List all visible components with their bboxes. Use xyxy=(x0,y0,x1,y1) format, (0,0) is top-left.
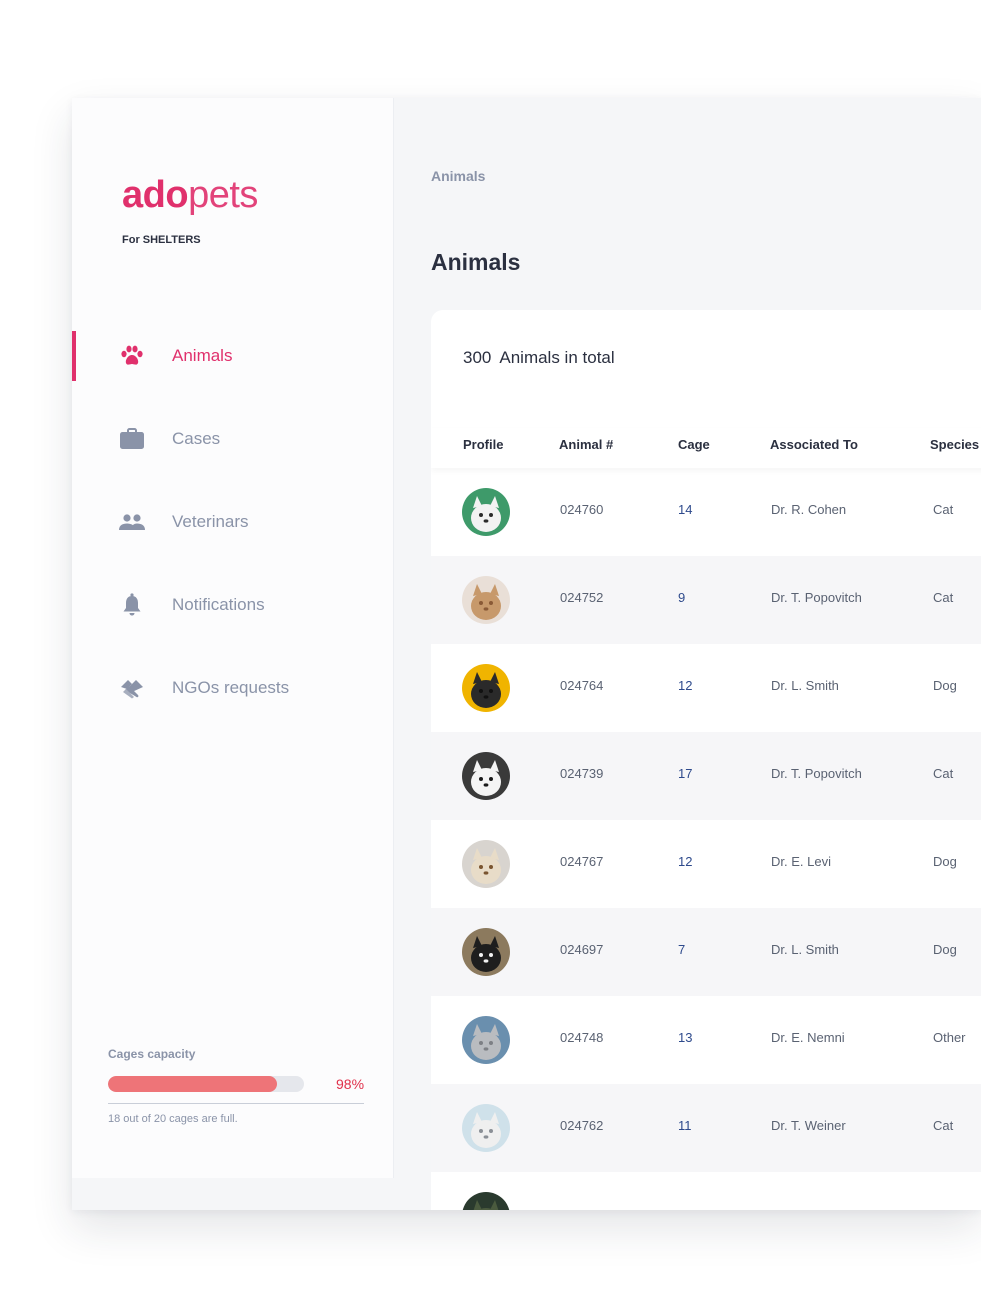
species-cell: Cat xyxy=(933,590,954,605)
sidebar-item-notifications[interactable]: Notifications xyxy=(72,580,394,630)
sidebar-item-label: Veterinars xyxy=(172,512,249,531)
table-row[interactable] xyxy=(431,1172,981,1210)
species-cell: Dog xyxy=(933,678,957,693)
paw-icon xyxy=(119,343,145,369)
associated-to-cell: Dr. R. Cohen xyxy=(771,502,847,517)
sidebar-item-label: Animals xyxy=(172,346,233,365)
briefcase-icon xyxy=(119,426,145,452)
sidebar-item-ngos-requests[interactable]: NGOs requests xyxy=(72,663,394,713)
cage-number-cell: 13 xyxy=(678,1030,693,1045)
associated-to-cell: Dr. L. Smith xyxy=(771,678,839,693)
animal-avatar[interactable] xyxy=(462,752,510,800)
sidebar-item-cases[interactable]: Cases xyxy=(72,414,394,464)
column-header-profile[interactable]: Profile xyxy=(463,437,504,452)
brand-name-bold: ado xyxy=(122,174,189,216)
animal-number-cell: 024767 xyxy=(560,854,604,869)
animal-avatar[interactable] xyxy=(462,488,510,536)
page-title: Animals xyxy=(431,249,521,275)
sidebar: adopets For SHELTERS Animals xyxy=(72,98,394,1178)
table-row[interactable]: 024764 12 Dr. L. Smith Dog xyxy=(431,644,981,732)
column-header-species[interactable]: Species xyxy=(930,437,980,452)
cage-number-cell: 12 xyxy=(678,678,693,693)
table-row[interactable]: 024760 14 Dr. R. Cohen Cat xyxy=(431,468,981,556)
associated-to-cell: Dr. T. Weiner xyxy=(771,1118,846,1133)
species-cell: Cat xyxy=(933,1118,954,1133)
animals-total-count: 300 xyxy=(463,348,492,367)
animal-avatar[interactable] xyxy=(462,1104,510,1152)
cages-capacity-fill xyxy=(108,1076,277,1092)
associated-to-cell: Dr. T. Popovitch xyxy=(771,590,862,605)
associated-to-cell: Dr. E. Levi xyxy=(771,854,831,869)
app-window: adopets For SHELTERS Animals xyxy=(72,98,981,1210)
sidebar-item-label: Notifications xyxy=(172,595,265,614)
animal-avatar[interactable] xyxy=(462,1192,510,1210)
animal-number-cell: 024739 xyxy=(560,766,604,781)
handshake-icon xyxy=(119,675,145,701)
divider xyxy=(108,1103,364,1104)
animal-number-cell: 024760 xyxy=(560,502,604,517)
table-row[interactable]: 024767 12 Dr. E. Levi Dog xyxy=(431,820,981,908)
cage-number-cell: 7 xyxy=(678,942,686,957)
bell-icon xyxy=(119,592,145,618)
animal-number-cell: 024752 xyxy=(560,590,604,605)
cage-number-cell: 17 xyxy=(678,766,693,781)
cages-capacity-percent: 98% xyxy=(336,1076,365,1092)
animal-number-cell: 024697 xyxy=(560,942,604,957)
table-row[interactable]: 024748 13 Dr. E. Nemni Other xyxy=(431,996,981,1084)
animals-table-card: 300 Animals in total Profile Animal # Cag… xyxy=(431,310,981,1210)
column-header-associated-to[interactable]: Associated To xyxy=(770,437,858,452)
species-cell: Other xyxy=(933,1030,966,1045)
cage-number-cell: 11 xyxy=(678,1118,692,1133)
animals-total: 300 Animals in total xyxy=(463,348,615,368)
associated-to-cell: Dr. L. Smith xyxy=(771,942,839,957)
table-header: Profile Animal # Cage Associated To Spec… xyxy=(431,428,981,468)
animal-number-cell: 024762 xyxy=(560,1118,604,1133)
animal-number-cell: 024748 xyxy=(560,1030,604,1045)
brand-name-light: pets xyxy=(188,174,258,216)
animal-avatar[interactable] xyxy=(462,1016,510,1064)
species-cell: Cat xyxy=(933,502,954,517)
table-row[interactable]: 024739 17 Dr. T. Popovitch Cat xyxy=(431,732,981,820)
table-row[interactable]: 024762 11 Dr. T. Weiner Cat xyxy=(431,1084,981,1172)
animal-number-cell: 024764 xyxy=(560,678,604,693)
brand-logo[interactable]: adopets xyxy=(122,176,258,214)
associated-to-cell: Dr. T. Popovitch xyxy=(771,766,862,781)
associated-to-cell: Dr. E. Nemni xyxy=(771,1030,845,1045)
animal-avatar[interactable] xyxy=(462,576,510,624)
cages-capacity-note: 18 out of 20 cages are full. xyxy=(108,1113,238,1125)
animal-avatar[interactable] xyxy=(462,928,510,976)
sidebar-item-veterinars[interactable]: Veterinars xyxy=(72,497,394,547)
animal-avatar[interactable] xyxy=(462,840,510,888)
table-row[interactable]: 024752 9 Dr. T. Popovitch Cat xyxy=(431,556,981,644)
table-row[interactable]: 024697 7 Dr. L. Smith Dog xyxy=(431,908,981,996)
species-cell: Dog xyxy=(933,942,957,957)
species-cell: Dog xyxy=(933,854,957,869)
animal-avatar[interactable] xyxy=(462,664,510,712)
cages-capacity-bar xyxy=(108,1076,304,1092)
people-icon xyxy=(119,509,145,535)
column-header-cage[interactable]: Cage xyxy=(678,437,710,452)
cages-capacity-title: Cages capacity xyxy=(108,1047,196,1061)
brand-tagline: For SHELTERS xyxy=(122,234,201,246)
species-cell: Cat xyxy=(933,766,954,781)
column-header-animal-number[interactable]: Animal # xyxy=(559,437,614,452)
sidebar-item-animals[interactable]: Animals xyxy=(72,331,394,381)
cage-number-cell: 9 xyxy=(678,590,686,605)
cage-number-cell: 14 xyxy=(678,502,693,517)
breadcrumb[interactable]: Animals xyxy=(431,168,486,184)
sidebar-item-label: NGOs requests xyxy=(172,678,290,697)
sidebar-item-label: Cases xyxy=(172,429,221,448)
cage-number-cell: 12 xyxy=(678,854,693,869)
animals-total-label: Animals in total xyxy=(499,348,615,367)
